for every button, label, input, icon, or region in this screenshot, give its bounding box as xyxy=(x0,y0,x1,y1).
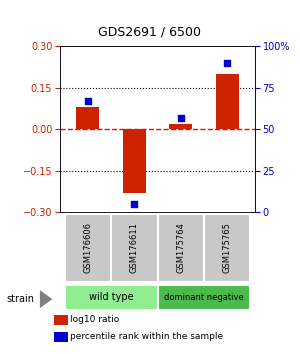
Point xyxy=(178,115,183,120)
Text: percentile rank within the sample: percentile rank within the sample xyxy=(70,332,224,341)
Bar xyxy=(111,214,158,282)
Bar xyxy=(215,74,239,129)
Text: GSM175764: GSM175764 xyxy=(176,222,185,273)
Text: strain: strain xyxy=(6,294,34,304)
Text: dominant negative: dominant negative xyxy=(164,293,244,302)
Bar xyxy=(169,124,192,129)
Bar xyxy=(76,107,100,129)
Bar xyxy=(123,129,146,193)
Bar xyxy=(64,214,111,282)
Bar xyxy=(158,214,204,282)
Point xyxy=(225,60,230,65)
Bar xyxy=(204,214,250,282)
Point xyxy=(132,201,137,207)
Bar xyxy=(64,285,158,310)
Polygon shape xyxy=(40,290,52,308)
Point xyxy=(85,98,90,104)
Text: log10 ratio: log10 ratio xyxy=(70,315,120,324)
Text: GSM176611: GSM176611 xyxy=(130,222,139,273)
Text: GSM176606: GSM176606 xyxy=(83,222,92,273)
Bar xyxy=(158,285,250,310)
Text: wild type: wild type xyxy=(89,292,134,302)
Text: GSM175765: GSM175765 xyxy=(223,222,232,273)
Text: GDS2691 / 6500: GDS2691 / 6500 xyxy=(98,26,202,39)
